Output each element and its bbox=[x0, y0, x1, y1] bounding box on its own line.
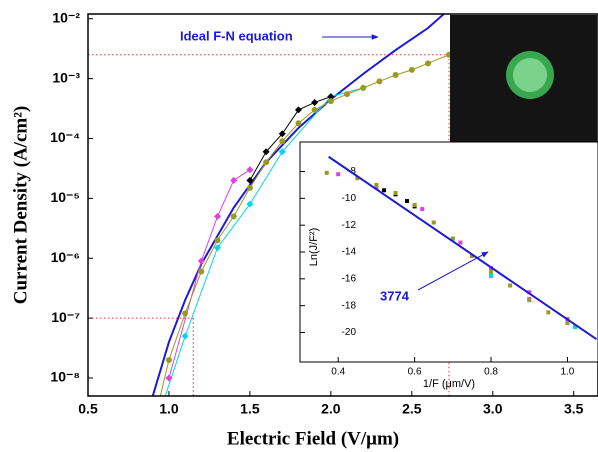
data-point bbox=[376, 78, 383, 85]
y-axis-title: Current Density (A/cm²) bbox=[10, 106, 31, 304]
y-tick-label: 10⁻⁸ bbox=[50, 369, 80, 385]
y-tick-label: 10⁻⁴ bbox=[50, 129, 80, 145]
data-point bbox=[198, 268, 205, 275]
y-tick-label: 10⁻³ bbox=[52, 69, 80, 85]
series-line bbox=[328, 155, 598, 341]
x-tick-label: 3.0 bbox=[483, 401, 503, 417]
emission-spot-core bbox=[513, 58, 547, 92]
data-point bbox=[355, 176, 360, 181]
data-point bbox=[165, 356, 172, 363]
x-tick-label: 0.4 bbox=[331, 367, 345, 378]
data-point bbox=[374, 182, 379, 187]
data-point bbox=[214, 237, 221, 244]
x-tick-label: 2.5 bbox=[402, 401, 422, 417]
plot-area bbox=[324, 155, 598, 341]
data-point bbox=[182, 310, 189, 317]
data-point bbox=[278, 148, 286, 156]
x-tick-label: 1.0 bbox=[159, 401, 179, 417]
inset-background bbox=[299, 141, 598, 363]
data-point bbox=[181, 332, 189, 340]
data-point bbox=[420, 207, 425, 212]
data-point bbox=[327, 93, 335, 101]
data-point bbox=[295, 120, 302, 127]
data-point bbox=[246, 200, 254, 208]
data-point bbox=[360, 84, 367, 91]
data-point bbox=[412, 203, 417, 208]
data-point bbox=[336, 172, 341, 177]
data-point bbox=[214, 212, 222, 220]
data-point bbox=[311, 106, 318, 113]
x-tick-label: 0.5 bbox=[78, 401, 98, 417]
data-point bbox=[546, 310, 551, 315]
x-tick-label: 0.8 bbox=[484, 367, 498, 378]
annotation: 3774 bbox=[380, 288, 410, 303]
y-axis-title: Ln(J/F²) bbox=[308, 228, 320, 267]
y-tick-label: 10⁻⁵ bbox=[50, 189, 80, 205]
data-point bbox=[246, 166, 254, 174]
data-point bbox=[489, 274, 494, 279]
annotation-arrow bbox=[417, 251, 489, 291]
annotation: Ideal F-N equation bbox=[180, 28, 293, 43]
plot-frame bbox=[87, 13, 598, 397]
series-line bbox=[249, 96, 332, 181]
data-point bbox=[246, 184, 253, 191]
plot-frame bbox=[299, 141, 598, 363]
x-tick-label: 2.0 bbox=[321, 401, 341, 417]
y-tick-label: -10 bbox=[342, 193, 357, 204]
data-point bbox=[573, 325, 578, 330]
y-tick-label: 10⁻⁶ bbox=[51, 249, 80, 265]
data-point bbox=[246, 176, 254, 184]
data-point bbox=[374, 185, 379, 190]
data-point bbox=[279, 138, 286, 145]
x-axis-title: Electric Field (V/μm) bbox=[227, 428, 399, 449]
data-point bbox=[324, 170, 329, 175]
data-point bbox=[450, 236, 455, 241]
data-point bbox=[294, 106, 302, 114]
series-line bbox=[151, 14, 446, 396]
y-tick-label: -14 bbox=[342, 247, 357, 258]
data-point bbox=[230, 176, 238, 184]
data-point bbox=[327, 98, 334, 105]
y-tick-label: 10⁻² bbox=[52, 9, 80, 25]
data-point bbox=[197, 257, 205, 265]
y-tick-label: -12 bbox=[342, 220, 357, 231]
data-point bbox=[382, 188, 387, 193]
data-point bbox=[392, 71, 399, 78]
data-point bbox=[408, 66, 415, 73]
data-point bbox=[393, 190, 398, 195]
data-point bbox=[311, 98, 319, 106]
x-axis-title: 1/F (μm/V) bbox=[423, 378, 475, 390]
data-point bbox=[458, 240, 463, 245]
plot-area bbox=[151, 14, 453, 396]
y-tick-label: -20 bbox=[342, 327, 357, 338]
data-point bbox=[527, 296, 532, 301]
y-tick-label: -18 bbox=[342, 300, 357, 311]
data-point bbox=[344, 91, 351, 98]
data-point bbox=[214, 244, 222, 252]
x-tick-label: 1.5 bbox=[240, 401, 260, 417]
data-point bbox=[508, 283, 513, 288]
data-point bbox=[469, 254, 474, 259]
data-point bbox=[489, 270, 494, 275]
data-point bbox=[262, 148, 270, 156]
x-tick-label: 1.0 bbox=[560, 367, 574, 378]
x-tick-label: 0.6 bbox=[408, 367, 422, 378]
data-point bbox=[278, 130, 286, 138]
data-point bbox=[565, 321, 570, 326]
data-point bbox=[425, 60, 431, 67]
data-point bbox=[165, 374, 173, 382]
data-point bbox=[431, 220, 436, 225]
data-point bbox=[263, 159, 270, 166]
data-point bbox=[404, 199, 409, 204]
x-tick-label: 3.5 bbox=[564, 401, 584, 417]
data-point bbox=[230, 213, 237, 220]
y-tick-label: 10⁻⁷ bbox=[51, 309, 80, 325]
y-tick-label: -16 bbox=[342, 273, 357, 284]
